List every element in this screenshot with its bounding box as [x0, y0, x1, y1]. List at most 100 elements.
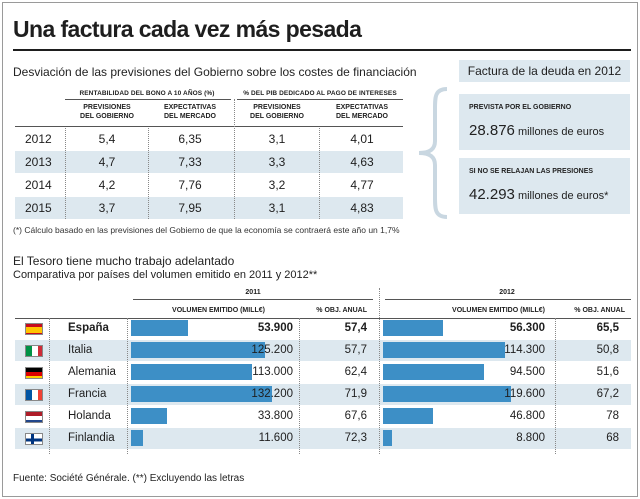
cell-bono-gov: 4,7	[98, 155, 116, 169]
bar-2011	[131, 386, 272, 402]
volume-2011-label: 53.900	[257, 322, 293, 334]
volume-2012-label: 119.600	[504, 388, 545, 400]
factura-box-gobierno: PREVISTA POR EL GOBIERNO 28.876 millones…	[459, 94, 630, 150]
chart-subtitle: Comparativa por países del volumen emiti…	[13, 269, 318, 281]
bar-2011	[131, 408, 167, 424]
country-label: Finlandia	[68, 432, 115, 444]
group2-header: % DEL PIB DEDICADO AL PAGO DE INTERESES	[243, 90, 397, 97]
col-header-line: EXPECTATIVAS	[163, 104, 217, 111]
obj-2012-label: 65,5	[596, 322, 619, 334]
country-label: Holanda	[68, 410, 111, 422]
obj-2012-label: 67,2	[596, 388, 619, 400]
volume-2011-label: 33.800	[257, 410, 293, 422]
factura-box-label: SI NO SE RELAJAN LAS PRESIONES	[469, 168, 594, 175]
year-2011-rule	[133, 299, 373, 300]
col-header-bono-mkt: EXPECTATIVAS DEL MERCADO	[149, 103, 231, 121]
table-row: Finlandia 11.600 72,3 8.800 68	[15, 428, 631, 449]
italy-flag-icon	[25, 344, 44, 358]
year-2011-header: 2011	[245, 289, 261, 296]
bar-2011	[131, 342, 265, 358]
factura-box-value: 28.876 millones de euros	[469, 122, 604, 139]
cell-bono-mkt: 7,76	[178, 178, 202, 192]
row-year: 2015	[25, 201, 52, 215]
cell-pib-gov: 3,1	[268, 201, 286, 215]
volume-2011-label: 125.200	[251, 344, 293, 356]
netherlands-flag-icon	[25, 410, 44, 424]
bar-2011	[131, 430, 143, 446]
group1-rule	[65, 99, 231, 100]
column-divider	[319, 128, 320, 219]
curly-brace-icon	[418, 87, 448, 219]
table-row: Francia 132.200 71,9 119.600 67,2	[15, 384, 631, 405]
column-divider	[127, 318, 128, 454]
col-header-line: DEL GOBIERNO	[250, 113, 304, 120]
chart-header-rule	[15, 318, 631, 319]
col-obj-2011: % OBJ. ANUAL	[316, 307, 367, 314]
cell-bono-mkt: 6,35	[178, 132, 202, 146]
obj-2012-label: 68	[606, 432, 619, 444]
country-label: España	[68, 322, 109, 334]
bar-2012	[383, 342, 505, 358]
country-label: Alemania	[68, 366, 116, 378]
obj-2011-label: 71,9	[344, 388, 367, 400]
finland-flag-icon	[25, 432, 44, 446]
column-divider	[49, 318, 50, 454]
obj-2012-label: 51,6	[596, 366, 619, 378]
cell-bono-gov: 3,7	[98, 201, 116, 215]
bar-2012	[383, 320, 443, 336]
page-title: Una factura cada vez más pesada	[13, 16, 362, 42]
table1-footnote: (*) Cálculo basado en las previsiones de…	[13, 225, 400, 235]
bar-2012	[383, 408, 433, 424]
factura-header: Factura de la deuda en 2012	[459, 60, 630, 82]
group2-rule	[237, 99, 403, 100]
title-rule	[13, 49, 631, 51]
volume-2011-label: 11.600	[258, 432, 293, 444]
table-row: 2015 3,7 7,95 3,1 4,83	[15, 197, 403, 219]
cell-pib-mkt: 4,63	[350, 155, 374, 169]
table-row: Alemania 113.000 62,4 94.500 51,6	[15, 362, 631, 383]
obj-2011-label: 67,6	[344, 410, 367, 422]
group1-header: RENTABILIDAD DEL BONO A 10 AÑOS (%)	[79, 90, 215, 97]
factura-unit: millones de euros	[514, 126, 605, 138]
factura-amount: 42.293	[469, 186, 515, 203]
year-2012-rule	[385, 299, 631, 300]
bar-2012	[383, 386, 511, 402]
cell-bono-gov: 5,4	[98, 132, 116, 146]
source-note: Fuente: Société Générale. (**) Excluyend…	[13, 473, 245, 484]
row-year: 2013	[25, 155, 52, 169]
col-header-pib-mkt: EXPECTATIVAS DEL MERCADO	[321, 103, 403, 121]
col-header-line: DEL MERCADO	[164, 113, 216, 120]
table-row: España 53.900 57,4 56.300 65,5	[15, 318, 631, 339]
table-row: 2014 4,2 7,76 3,2 4,77	[15, 174, 403, 196]
obj-2012-label: 78	[606, 410, 619, 422]
obj-2011-label: 57,4	[344, 322, 367, 334]
factura-unit: millones de euros*	[514, 190, 609, 202]
table-row: 2013 4,7 7,33 3,3 4,63	[15, 151, 403, 173]
year-2012-header: 2012	[499, 289, 515, 296]
cell-pib-gov: 3,2	[268, 178, 286, 192]
bar-2012	[383, 430, 392, 446]
spain-flag-icon	[25, 322, 44, 336]
factura-box-label: PREVISTA POR EL GOBIERNO	[469, 104, 572, 111]
obj-2012-label: 50,8	[596, 344, 619, 356]
table-row: 2012 5,4 6,35 3,1 4,01	[15, 128, 403, 150]
bar-2012	[383, 364, 484, 380]
france-flag-icon	[25, 388, 44, 402]
column-divider	[379, 288, 380, 454]
column-divider	[555, 318, 556, 454]
factura-amount: 28.876	[469, 122, 515, 139]
column-divider	[148, 128, 149, 219]
col-header-line: PREVISIONES	[253, 104, 301, 111]
col-header-line: DEL GOBIERNO	[80, 113, 134, 120]
obj-2011-label: 62,4	[344, 366, 367, 378]
cell-pib-mkt: 4,77	[350, 178, 374, 192]
factura-box-presiones: SI NO SE RELAJAN LAS PRESIONES 42.293 mi…	[459, 158, 630, 214]
volume-2012-label: 46.800	[509, 410, 545, 422]
cell-pib-mkt: 4,01	[350, 132, 374, 146]
col-volumen-2011: VOLUMEN EMITIDO (MILL€)	[172, 307, 265, 314]
table1-subtitle: Desviación de las previsiones del Gobier…	[13, 65, 417, 79]
bar-2011	[131, 364, 252, 380]
cell-pib-gov: 3,1	[268, 132, 286, 146]
column-divider	[234, 99, 235, 219]
